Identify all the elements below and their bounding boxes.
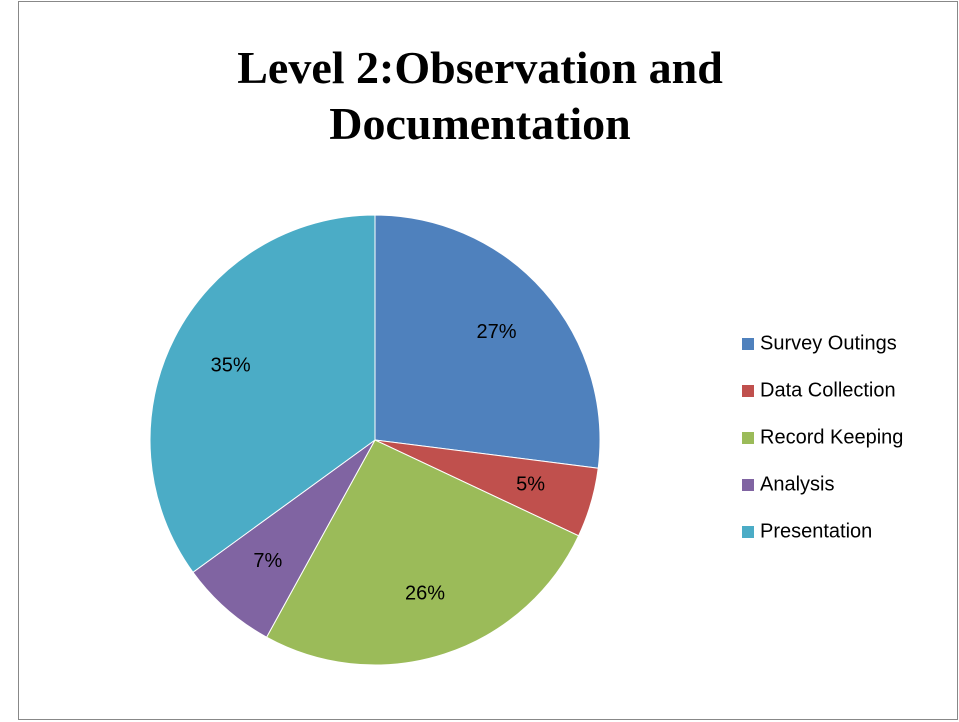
pie-slice — [149, 214, 376, 573]
data-label: 26% — [405, 582, 445, 604]
data-label: 5% — [516, 473, 545, 495]
legend-label: Presentation — [760, 520, 872, 542]
legend-swatch — [742, 338, 754, 350]
data-label: 35% — [211, 355, 251, 377]
legend-label: Analysis — [760, 473, 834, 495]
legend-swatch — [742, 385, 754, 397]
legend-swatch — [742, 432, 754, 444]
data-label: 7% — [253, 550, 282, 572]
legend-swatch — [742, 479, 754, 491]
legend-label: Survey Outings — [760, 332, 897, 354]
legend-swatch — [742, 526, 754, 538]
data-label: 27% — [477, 321, 517, 343]
legend-label: Record Keeping — [760, 426, 903, 448]
pie-slice — [374, 214, 601, 469]
legend-label: Data Collection — [760, 379, 896, 401]
chart-title: Level 2:Observation and Documentation — [237, 42, 723, 149]
chart-border — [18, 1, 958, 720]
